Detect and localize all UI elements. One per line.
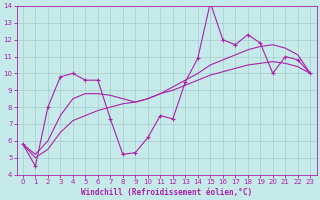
X-axis label: Windchill (Refroidissement éolien,°C): Windchill (Refroidissement éolien,°C) xyxy=(81,188,252,197)
